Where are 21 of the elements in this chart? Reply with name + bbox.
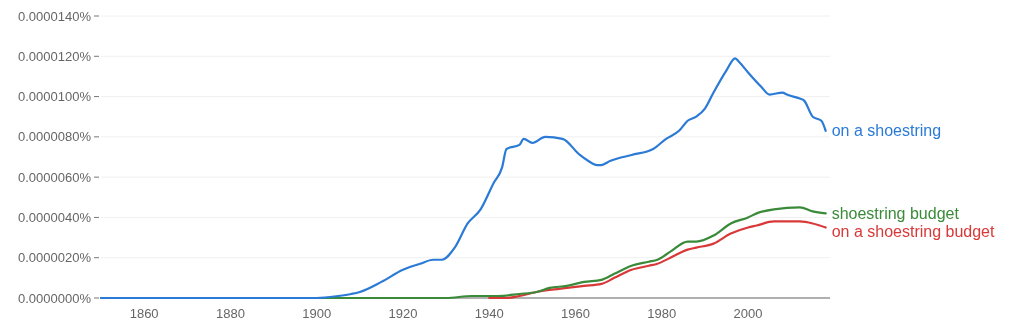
- y-tick-label: 0.0000000%: [17, 290, 92, 306]
- series-label: shoestring budget: [831, 205, 960, 222]
- y-tick-label: 0.0000120%: [17, 48, 92, 64]
- series-label: on a shoestring budget: [831, 223, 996, 240]
- y-tick-label: 0.0000040%: [17, 209, 92, 225]
- x-tick-label: 1860: [129, 306, 159, 321]
- series-label: on a shoestring: [831, 122, 942, 140]
- line-series: [99, 57, 827, 300]
- x-tick-label: 1980: [647, 306, 677, 321]
- y-tick-label: 0.0000100%: [17, 89, 92, 105]
- x-tick-label: 1940: [474, 306, 504, 321]
- line-series: [488, 220, 827, 300]
- x-tick-label: 1900: [302, 306, 332, 321]
- x-tick-label: 1960: [561, 306, 590, 321]
- x-tick-label: 2000: [733, 306, 763, 321]
- y-tick-label: 0.0000020%: [17, 250, 92, 266]
- x-tick-label: 1880: [215, 306, 245, 321]
- y-tick-label: 0.0000060%: [17, 169, 92, 185]
- y-tick-label: 0.0000140%: [17, 8, 92, 24]
- x-tick-label: 1920: [388, 306, 418, 321]
- y-tick-label: 0.0000080%: [17, 129, 92, 145]
